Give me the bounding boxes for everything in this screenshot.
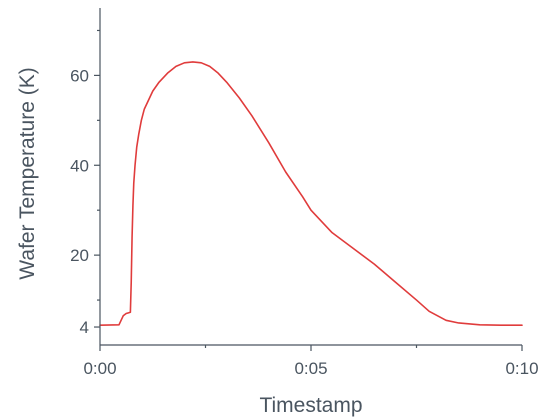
x-tick-label-0:05: 0:05 [294,359,327,378]
plot-area [99,61,523,327]
x-tick-label-0:00: 0:00 [83,359,116,378]
y-tick-label-4: 4 [80,318,89,337]
x-axis: 0:00 0:05 0:10 [83,344,539,378]
series-line-wafer-temperature [99,61,523,327]
x-tick-label-0:10: 0:10 [505,359,538,378]
y-tick-label-60: 60 [70,66,89,85]
y-axis: 4 20 40 60 [70,8,101,345]
y-tick-label-40: 40 [70,156,89,175]
y-tick-label-20: 20 [70,246,89,265]
x-axis-title: Timestamp [259,394,362,417]
y-axis-title: Wafer Temperature (K) [16,67,39,279]
